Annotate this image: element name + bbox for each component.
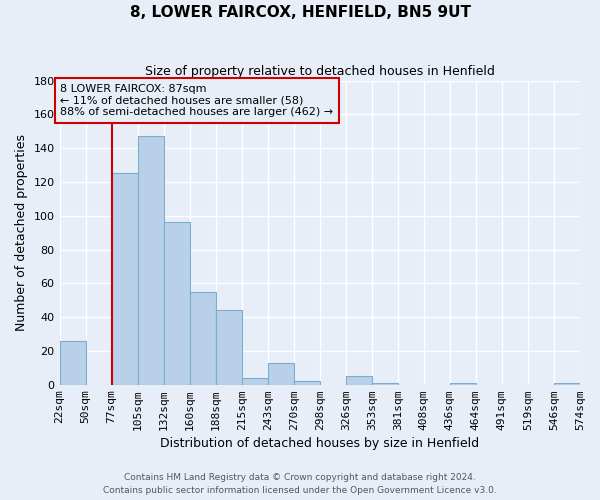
Bar bbox=[242, 378, 268, 384]
X-axis label: Distribution of detached houses by size in Henfield: Distribution of detached houses by size … bbox=[160, 437, 479, 450]
Bar bbox=[372, 383, 398, 384]
Bar bbox=[215, 310, 242, 384]
Bar bbox=[450, 383, 476, 384]
Bar bbox=[164, 222, 190, 384]
Bar bbox=[268, 362, 294, 384]
Title: Size of property relative to detached houses in Henfield: Size of property relative to detached ho… bbox=[145, 65, 495, 78]
Bar bbox=[346, 376, 372, 384]
Bar bbox=[137, 136, 164, 384]
Bar bbox=[190, 292, 215, 384]
Bar bbox=[59, 341, 86, 384]
Y-axis label: Number of detached properties: Number of detached properties bbox=[15, 134, 28, 331]
Text: 8, LOWER FAIRCOX, HENFIELD, BN5 9UT: 8, LOWER FAIRCOX, HENFIELD, BN5 9UT bbox=[130, 5, 470, 20]
Bar bbox=[112, 174, 137, 384]
Bar bbox=[294, 382, 320, 384]
Bar bbox=[554, 383, 580, 384]
Text: 8 LOWER FAIRCOX: 87sqm
← 11% of detached houses are smaller (58)
88% of semi-det: 8 LOWER FAIRCOX: 87sqm ← 11% of detached… bbox=[60, 84, 333, 117]
Text: Contains HM Land Registry data © Crown copyright and database right 2024.
Contai: Contains HM Land Registry data © Crown c… bbox=[103, 474, 497, 495]
